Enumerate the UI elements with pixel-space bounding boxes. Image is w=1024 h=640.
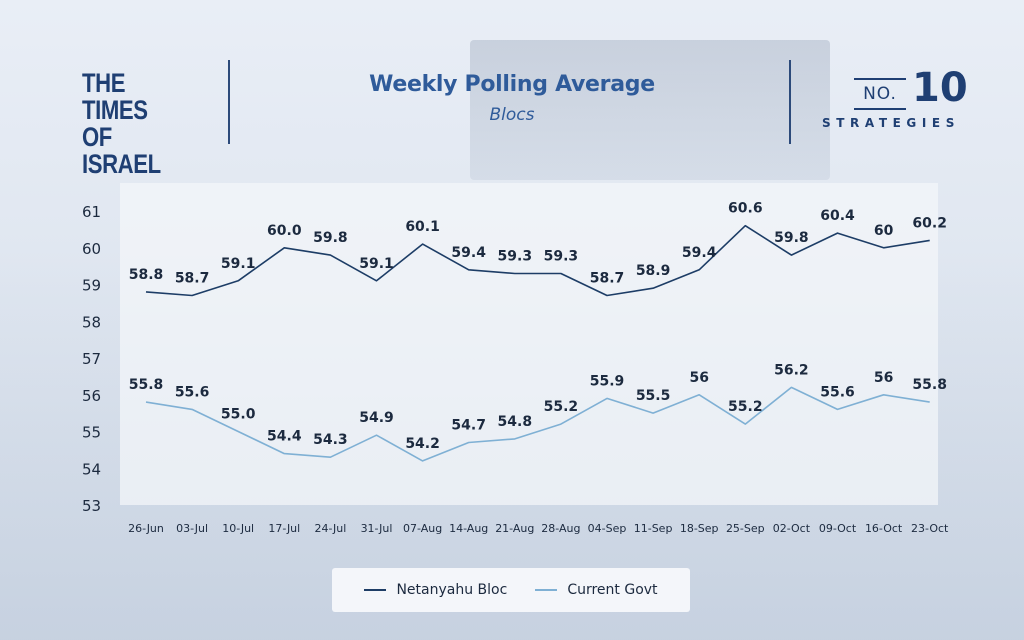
title-block: Weekly Polling Average Blocs [232,72,792,125]
legend-label-netanyahu: Netanyahu Bloc [396,582,508,598]
times-of-israel-logo[interactable]: THE TIMES OF ISRAEL [82,70,172,178]
logo-no-label: NO. [854,78,906,110]
x-tick-label: 23-Oct [911,522,949,535]
data-label: 55.6 [175,384,210,400]
x-tick-label: 11-Sep [634,522,673,535]
legend-label-current-govt: Current Govt [567,582,658,598]
data-label: 59.3 [544,248,579,264]
data-label: 58.9 [636,263,671,279]
y-tick-label: 60 [82,240,101,258]
y-tick-label: 55 [82,424,101,442]
data-label: 55.5 [636,388,671,404]
data-label: 60.4 [820,208,855,224]
y-tick-label: 56 [82,387,101,405]
data-label: 59.8 [774,230,809,246]
chart-subtitle: Blocs [489,105,535,125]
plot-area [120,183,938,505]
data-label: 54.4 [267,429,302,445]
chart-title: Weekly Polling Average [369,72,655,97]
legend-item-current-govt[interactable]: Current Govt [535,582,658,598]
background-photo [470,40,830,180]
header-divider-right [789,60,791,144]
y-tick-label: 58 [82,313,101,331]
legend-item-netanyahu[interactable]: Netanyahu Bloc [364,582,507,598]
x-tick-label: 02-Oct [773,522,811,535]
data-label: 60.1 [405,219,440,235]
y-tick-label: 61 [82,203,101,221]
x-tick-label: 21-Aug [495,522,534,535]
x-tick-label: 09-Oct [819,522,857,535]
data-label: 54.8 [498,414,533,430]
x-tick-label: 16-Oct [865,522,903,535]
series-line-current-govt [145,386,930,462]
data-label: 54.7 [451,418,486,434]
data-label: 55.0 [221,407,256,423]
data-label: 59.3 [498,248,533,264]
logo-line-1: THE TIMES [82,68,148,125]
data-label: 59.4 [451,245,486,261]
data-label: 56.2 [774,362,809,378]
legend-swatch-current-govt [535,589,558,591]
data-label: 55.6 [820,384,855,400]
data-label: 56 [689,370,708,386]
logo-strategies: STRATEGIES [822,116,960,130]
legend: Netanyahu Bloc Current Govt [332,568,690,612]
x-tick-label: 14-Aug [449,522,488,535]
x-tick-label: 10-Jul [222,522,254,535]
header: THE TIMES OF ISRAEL Weekly Polling Avera… [0,0,1024,178]
x-tick-label: 17-Jul [268,522,300,535]
data-label: 56 [874,370,893,386]
y-tick-label: 53 [82,497,101,515]
x-tick-label: 25-Sep [726,522,765,535]
x-tick-label: 28-Aug [541,522,580,535]
data-label: 60.6 [728,201,763,217]
x-tick-label: 04-Sep [588,522,627,535]
data-label: 55.9 [590,373,625,389]
x-tick-label: 18-Sep [680,522,719,535]
data-label: 58.8 [129,267,164,283]
data-label: 59.8 [313,230,348,246]
data-label: 59.1 [221,256,256,272]
no10-strategies-logo[interactable]: NO. 10 STRATEGIES [820,66,995,136]
x-tick-label: 03-Jul [176,522,208,535]
data-label: 54.3 [313,432,348,448]
series-line-netanyahu [145,224,930,297]
x-tick-label: 07-Aug [403,522,442,535]
data-label: 55.8 [129,377,164,393]
data-label: 58.7 [590,271,625,287]
x-tick-label: 24-Jul [314,522,346,535]
data-label: 54.9 [359,410,394,426]
data-label: 55.2 [544,399,579,415]
data-label: 55.2 [728,399,763,415]
logo-line-2: OF ISRAEL [82,122,161,179]
y-tick-label: 57 [82,350,101,368]
data-label: 59.4 [682,245,717,261]
x-tick-label: 31-Jul [361,522,393,535]
data-label: 60.2 [912,215,947,231]
data-label: 55.8 [912,377,947,393]
y-tick-label: 59 [82,277,101,295]
header-divider-left [228,60,230,144]
y-tick-label: 54 [82,460,101,478]
logo-number: 10 [912,65,968,111]
data-label: 59.1 [359,256,394,272]
legend-swatch-netanyahu [364,589,387,591]
data-label: 60.0 [267,223,302,239]
data-label: 58.7 [175,271,210,287]
data-label: 54.2 [405,436,440,452]
data-label: 60 [874,223,894,239]
x-tick-label: 26-Jun [128,522,164,535]
